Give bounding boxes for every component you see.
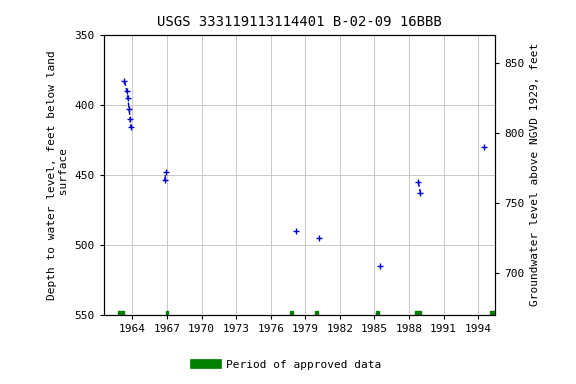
Bar: [290, 311, 293, 316]
Bar: [490, 311, 496, 316]
Title: USGS 333119113114401 B-02-09 16BBB: USGS 333119113114401 B-02-09 16BBB: [157, 15, 442, 29]
Legend: Period of approved data: Period of approved data: [191, 356, 385, 375]
Y-axis label: Groundwater level above NGVD 1929, feet: Groundwater level above NGVD 1929, feet: [530, 43, 540, 306]
Bar: [377, 311, 380, 316]
Bar: [118, 311, 124, 316]
Bar: [415, 311, 421, 316]
Y-axis label: Depth to water level, feet below land
 surface: Depth to water level, feet below land su…: [47, 50, 69, 300]
Bar: [316, 311, 319, 316]
Bar: [165, 311, 168, 316]
